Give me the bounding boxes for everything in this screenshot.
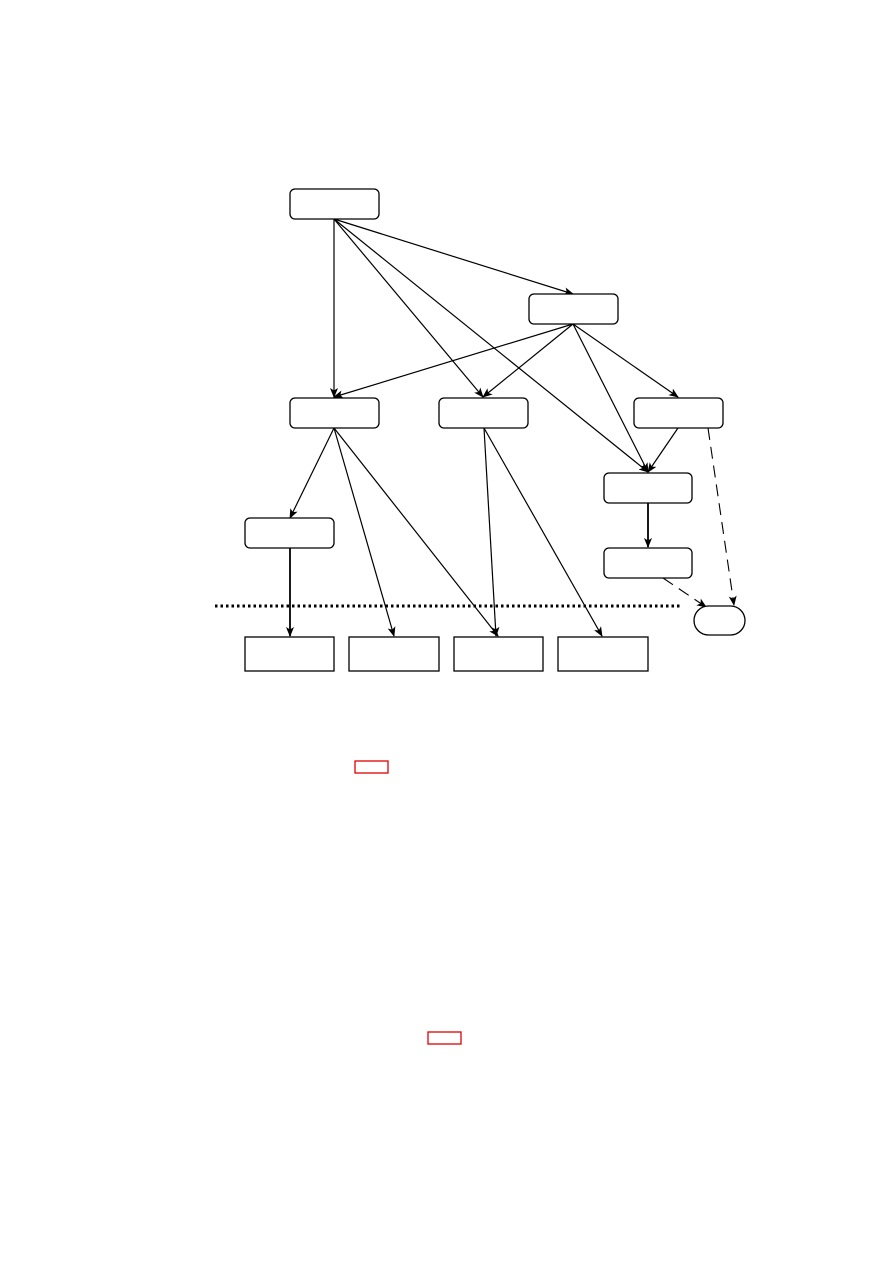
edge-top-to-upper-right — [333, 218, 574, 296]
node-top — [289, 188, 380, 220]
edge-upper-right-to-mid-right — [572, 323, 679, 398]
edge-mid-left-to-bottom-2 — [333, 427, 396, 637]
edge-mid-left-to-bottom-3 — [333, 427, 499, 637]
edge-upper-right-to-mid-center — [482, 323, 574, 398]
ref-link-2[interactable] — [427, 1031, 462, 1045]
edges-layer — [286, 218, 737, 637]
node-mid-left — [289, 397, 380, 429]
node-bottom-3 — [453, 636, 544, 672]
node-right-a — [603, 472, 693, 504]
node-bottom-4 — [557, 636, 649, 672]
node-bottom-2 — [348, 636, 440, 672]
edge-mid-right-to-right-a — [647, 427, 679, 473]
edge-mid-left-to-left-low — [289, 427, 335, 519]
edge-top-to-right-a — [333, 218, 649, 473]
nodes-layer — [244, 188, 746, 672]
edge-right-b-to-terminal — [662, 577, 707, 608]
ref-link-1[interactable] — [354, 760, 389, 774]
edge-top-to-mid-center — [333, 218, 484, 398]
node-mid-center — [438, 397, 529, 429]
edge-upper-right-to-right-a — [572, 323, 649, 473]
node-bottom-1 — [244, 636, 335, 672]
edge-mid-center-to-bottom-4 — [483, 427, 603, 637]
node-left-low — [244, 517, 335, 549]
node-terminal — [693, 605, 746, 636]
node-upper-right — [528, 293, 619, 325]
edge-mid-center-to-bottom-3 — [483, 427, 500, 637]
edge-mid-right-to-terminal — [707, 427, 737, 606]
node-right-b — [603, 547, 693, 579]
edge-upper-right-to-mid-left — [333, 323, 574, 399]
node-mid-right — [633, 397, 724, 429]
